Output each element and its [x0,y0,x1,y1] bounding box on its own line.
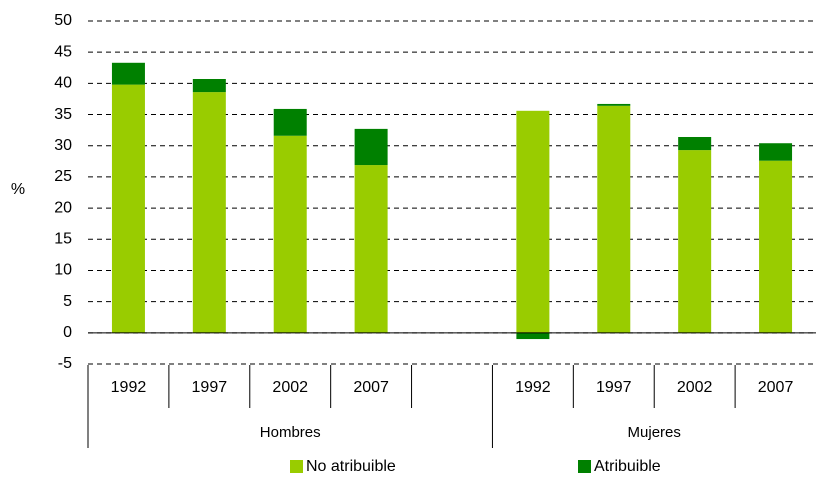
bar [678,136,712,151]
y-tick-label: -5 [58,355,72,372]
y-tick-label: 20 [54,199,72,216]
bar [354,165,388,333]
x-tick-label: 2002 [272,379,308,396]
bar [192,92,226,333]
bar [597,105,631,333]
bar [273,135,307,333]
bar [516,110,550,333]
legend-swatch [290,460,303,473]
y-tick-label: 40 [54,75,72,92]
group-label: Hombres [260,424,321,441]
bar [516,332,550,340]
y-tick-label: 45 [54,43,72,60]
bar [597,103,631,106]
bar [192,78,226,93]
x-tick-label: 1997 [596,379,632,396]
y-tick-label: 5 [63,293,72,310]
bar [273,108,307,136]
x-tick-label: 1997 [192,379,228,396]
x-tick-label: 2007 [758,379,794,396]
bar [759,143,793,161]
group-label: Mujeres [628,424,681,441]
legend-swatch [578,460,591,473]
legend-label: No atribuible [306,458,396,475]
y-tick-label: 15 [54,230,72,247]
y-tick-label: 30 [54,137,72,154]
y-tick-label: 10 [54,262,72,279]
legend-label: Atribuible [594,458,661,475]
y-axis-label: % [11,181,25,198]
bar [678,150,712,333]
y-tick-label: 0 [63,324,72,341]
x-tick-label: 2002 [677,379,713,396]
x-tick-label: 1992 [111,379,147,396]
x-tick-label: 1992 [515,379,551,396]
y-tick-label: 35 [54,106,72,123]
y-tick-label: 50 [54,12,72,29]
bar [111,62,145,85]
y-tick-label: 25 [54,168,72,185]
bar [354,128,388,166]
bar [759,160,793,333]
x-tick-label: 2007 [353,379,389,396]
bar [111,84,145,333]
